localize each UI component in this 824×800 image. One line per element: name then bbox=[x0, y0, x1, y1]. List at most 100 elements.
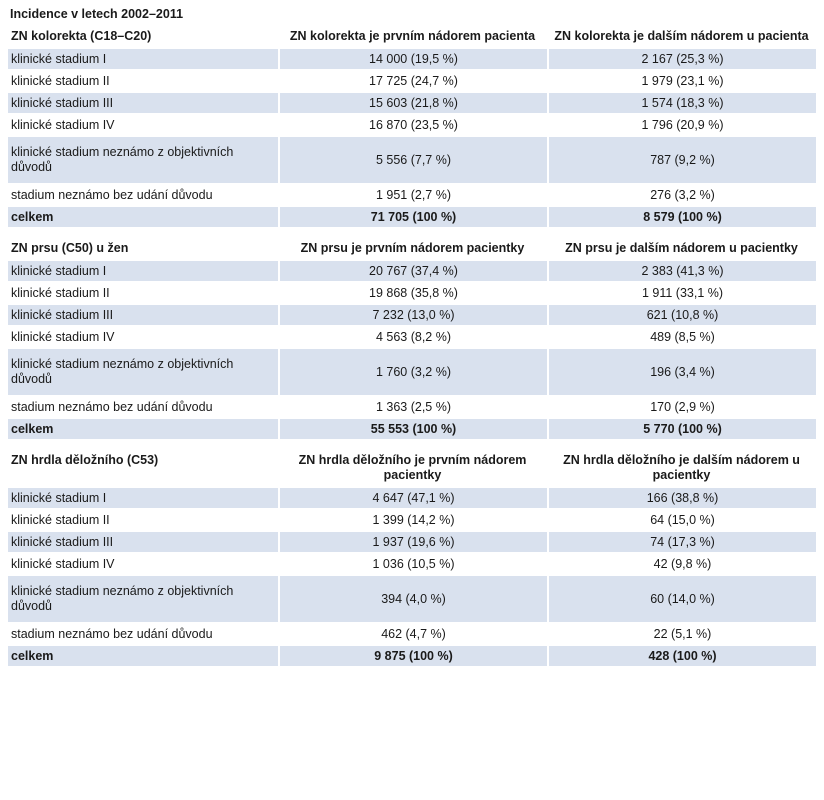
table-row: klinické stadium III 7 232 (13,0 %) 621 … bbox=[8, 305, 816, 325]
cell-subsequent-tumor: 621 (10,8 %) bbox=[547, 305, 816, 325]
cell-subsequent-tumor: 170 (2,9 %) bbox=[547, 397, 816, 417]
row-label: klinické stadium neznámo z objektivních … bbox=[8, 576, 278, 622]
cell-subsequent-tumor: 428 (100 %) bbox=[547, 646, 816, 666]
row-label: stadium neznámo bez udání důvodu bbox=[11, 187, 213, 202]
table-row: klinické stadium neznámo z objektivních … bbox=[8, 349, 816, 395]
table-row: klinické stadium neznámo z objektivních … bbox=[8, 576, 816, 622]
table-row: klinické stadium III 1 937 (19,6 %) 74 (… bbox=[8, 532, 816, 552]
column-header-subsequent-tumor: ZN hrdla děložního je dalším nádorem u p… bbox=[547, 451, 816, 486]
cell-subsequent-tumor: 1 574 (18,3 %) bbox=[547, 93, 816, 113]
cell-first-tumor: 55 553 (100 %) bbox=[278, 419, 547, 439]
table-row-total: celkem 71 705 (100 %) 8 579 (100 %) bbox=[8, 207, 816, 227]
section-table-breast: ZN prsu (C50) u žen ZN prsu je prvním ná… bbox=[8, 237, 816, 441]
cell-first-tumor: 4 563 (8,2 %) bbox=[278, 327, 547, 347]
cell-subsequent-tumor: 5 770 (100 %) bbox=[547, 419, 816, 439]
row-label: klinické stadium III bbox=[8, 305, 278, 325]
section-title: ZN hrdla děložního (C53) bbox=[8, 451, 278, 486]
cell-subsequent-tumor: 60 (14,0 %) bbox=[547, 576, 816, 622]
row-label: klinické stadium III bbox=[8, 532, 278, 552]
section-header-row: ZN kolorekta (C18–C20) ZN kolorekta je p… bbox=[8, 27, 816, 47]
table-row-total: celkem 9 875 (100 %) 428 (100 %) bbox=[8, 646, 816, 666]
table-row: stadium neznámo bez udání důvodu 1 951 (… bbox=[8, 185, 816, 205]
row-label: klinické stadium II bbox=[11, 285, 110, 300]
table-row: stadium neznámo bez udání důvodu 1 363 (… bbox=[8, 397, 816, 417]
table-row: klinické stadium IV 16 870 (23,5 %) 1 79… bbox=[8, 115, 816, 135]
cell-subsequent-tumor: 1 979 (23,1 %) bbox=[547, 71, 816, 91]
column-header-first-tumor: ZN kolorekta je prvním nádorem pacienta bbox=[278, 27, 547, 47]
cell-subsequent-tumor: 276 (3,2 %) bbox=[547, 185, 816, 205]
column-header-first-tumor: ZN hrdla děložního je prvním nádorem pac… bbox=[278, 451, 547, 486]
table-row: klinické stadium II 19 868 (35,8 %) 1 91… bbox=[8, 283, 816, 303]
table-row: klinické stadium II 1 399 (14,2 %) 64 (1… bbox=[8, 510, 816, 530]
table-row: klinické stadium IV 1 036 (10,5 %) 42 (9… bbox=[8, 554, 816, 574]
cell-subsequent-tumor: 489 (8,5 %) bbox=[547, 327, 816, 347]
cell-first-tumor: 71 705 (100 %) bbox=[278, 207, 547, 227]
row-label: celkem bbox=[8, 646, 278, 666]
cell-first-tumor: 7 232 (13,0 %) bbox=[278, 305, 547, 325]
cell-first-tumor: 4 647 (47,1 %) bbox=[278, 488, 547, 508]
row-label: klinické stadium IV bbox=[11, 329, 115, 344]
table-caption: Incidence v letech 2002–2011 bbox=[10, 7, 184, 21]
cell-first-tumor: 15 603 (21,8 %) bbox=[278, 93, 547, 113]
cell-subsequent-tumor: 74 (17,3 %) bbox=[547, 532, 816, 552]
column-header-first-tumor: ZN prsu je prvním nádorem pacientky bbox=[278, 239, 547, 259]
cell-first-tumor: 394 (4,0 %) bbox=[278, 576, 547, 622]
cell-subsequent-tumor: 787 (9,2 %) bbox=[547, 137, 816, 183]
cell-first-tumor: 19 868 (35,8 %) bbox=[278, 283, 547, 303]
cell-first-tumor: 1 760 (3,2 %) bbox=[278, 349, 547, 395]
row-label: stadium neznámo bez udání důvodu bbox=[11, 399, 213, 414]
cell-first-tumor: 1 399 (14,2 %) bbox=[278, 510, 547, 530]
cell-first-tumor: 1 363 (2,5 %) bbox=[278, 397, 547, 417]
row-label: klinické stadium IV bbox=[11, 117, 115, 132]
cell-first-tumor: 17 725 (24,7 %) bbox=[278, 71, 547, 91]
table-row: klinické stadium III 15 603 (21,8 %) 1 5… bbox=[8, 93, 816, 113]
section-header-row: ZN hrdla děložního (C53) ZN hrdla děložn… bbox=[8, 451, 816, 486]
table-row: klinické stadium I 14 000 (19,5 %) 2 167… bbox=[8, 49, 816, 69]
row-label: klinické stadium I bbox=[8, 488, 278, 508]
row-label: klinické stadium II bbox=[11, 512, 110, 527]
cell-first-tumor: 9 875 (100 %) bbox=[278, 646, 547, 666]
section-title: ZN prsu (C50) u žen bbox=[8, 239, 278, 259]
row-label: klinické stadium I bbox=[8, 261, 278, 281]
cell-first-tumor: 20 767 (37,4 %) bbox=[278, 261, 547, 281]
row-label: stadium neznámo bez udání důvodu bbox=[11, 626, 213, 641]
cell-first-tumor: 14 000 (19,5 %) bbox=[278, 49, 547, 69]
cell-first-tumor: 1 951 (2,7 %) bbox=[278, 185, 547, 205]
row-label: celkem bbox=[8, 419, 278, 439]
column-header-subsequent-tumor: ZN prsu je dalším nádorem u pacientky bbox=[547, 239, 816, 259]
cell-subsequent-tumor: 166 (38,8 %) bbox=[547, 488, 816, 508]
cell-first-tumor: 5 556 (7,7 %) bbox=[278, 137, 547, 183]
cell-subsequent-tumor: 1 911 (33,1 %) bbox=[547, 283, 816, 303]
cell-subsequent-tumor: 196 (3,4 %) bbox=[547, 349, 816, 395]
section-table-colorectal: ZN kolorekta (C18–C20) ZN kolorekta je p… bbox=[8, 25, 816, 229]
row-label: klinické stadium neznámo z objektivních … bbox=[8, 137, 278, 183]
cell-first-tumor: 1 036 (10,5 %) bbox=[278, 554, 547, 574]
document-page: Incidence v letech 2002–2011 ZN kolorekt… bbox=[8, 7, 816, 668]
section-gap bbox=[8, 441, 816, 449]
section-title: ZN kolorekta (C18–C20) bbox=[8, 27, 278, 47]
table-row: klinické stadium II 17 725 (24,7 %) 1 97… bbox=[8, 71, 816, 91]
row-label: celkem bbox=[8, 207, 278, 227]
column-header-subsequent-tumor: ZN kolorekta je dalším nádorem u pacient… bbox=[547, 27, 816, 47]
row-label: klinické stadium neznámo z objektivních … bbox=[8, 349, 278, 395]
row-label: klinické stadium IV bbox=[11, 556, 115, 571]
table-row: klinické stadium I 20 767 (37,4 %) 2 383… bbox=[8, 261, 816, 281]
table-row-total: celkem 55 553 (100 %) 5 770 (100 %) bbox=[8, 419, 816, 439]
table-row: klinické stadium I 4 647 (47,1 %) 166 (3… bbox=[8, 488, 816, 508]
section-header-row: ZN prsu (C50) u žen ZN prsu je prvním ná… bbox=[8, 239, 816, 259]
section-gap bbox=[8, 229, 816, 237]
cell-subsequent-tumor: 42 (9,8 %) bbox=[547, 554, 816, 574]
table-row: stadium neznámo bez udání důvodu 462 (4,… bbox=[8, 624, 816, 644]
cell-subsequent-tumor: 2 167 (25,3 %) bbox=[547, 49, 816, 69]
cell-subsequent-tumor: 2 383 (41,3 %) bbox=[547, 261, 816, 281]
row-label: klinické stadium I bbox=[8, 49, 278, 69]
row-label: klinické stadium III bbox=[8, 93, 278, 113]
cell-subsequent-tumor: 1 796 (20,9 %) bbox=[547, 115, 816, 135]
cell-first-tumor: 16 870 (23,5 %) bbox=[278, 115, 547, 135]
cell-subsequent-tumor: 22 (5,1 %) bbox=[547, 624, 816, 644]
table-row: klinické stadium neznámo z objektivních … bbox=[8, 137, 816, 183]
table-row: klinické stadium IV 4 563 (8,2 %) 489 (8… bbox=[8, 327, 816, 347]
row-label: klinické stadium II bbox=[11, 73, 110, 88]
cell-first-tumor: 1 937 (19,6 %) bbox=[278, 532, 547, 552]
section-table-cervix: ZN hrdla děložního (C53) ZN hrdla děložn… bbox=[8, 449, 816, 668]
